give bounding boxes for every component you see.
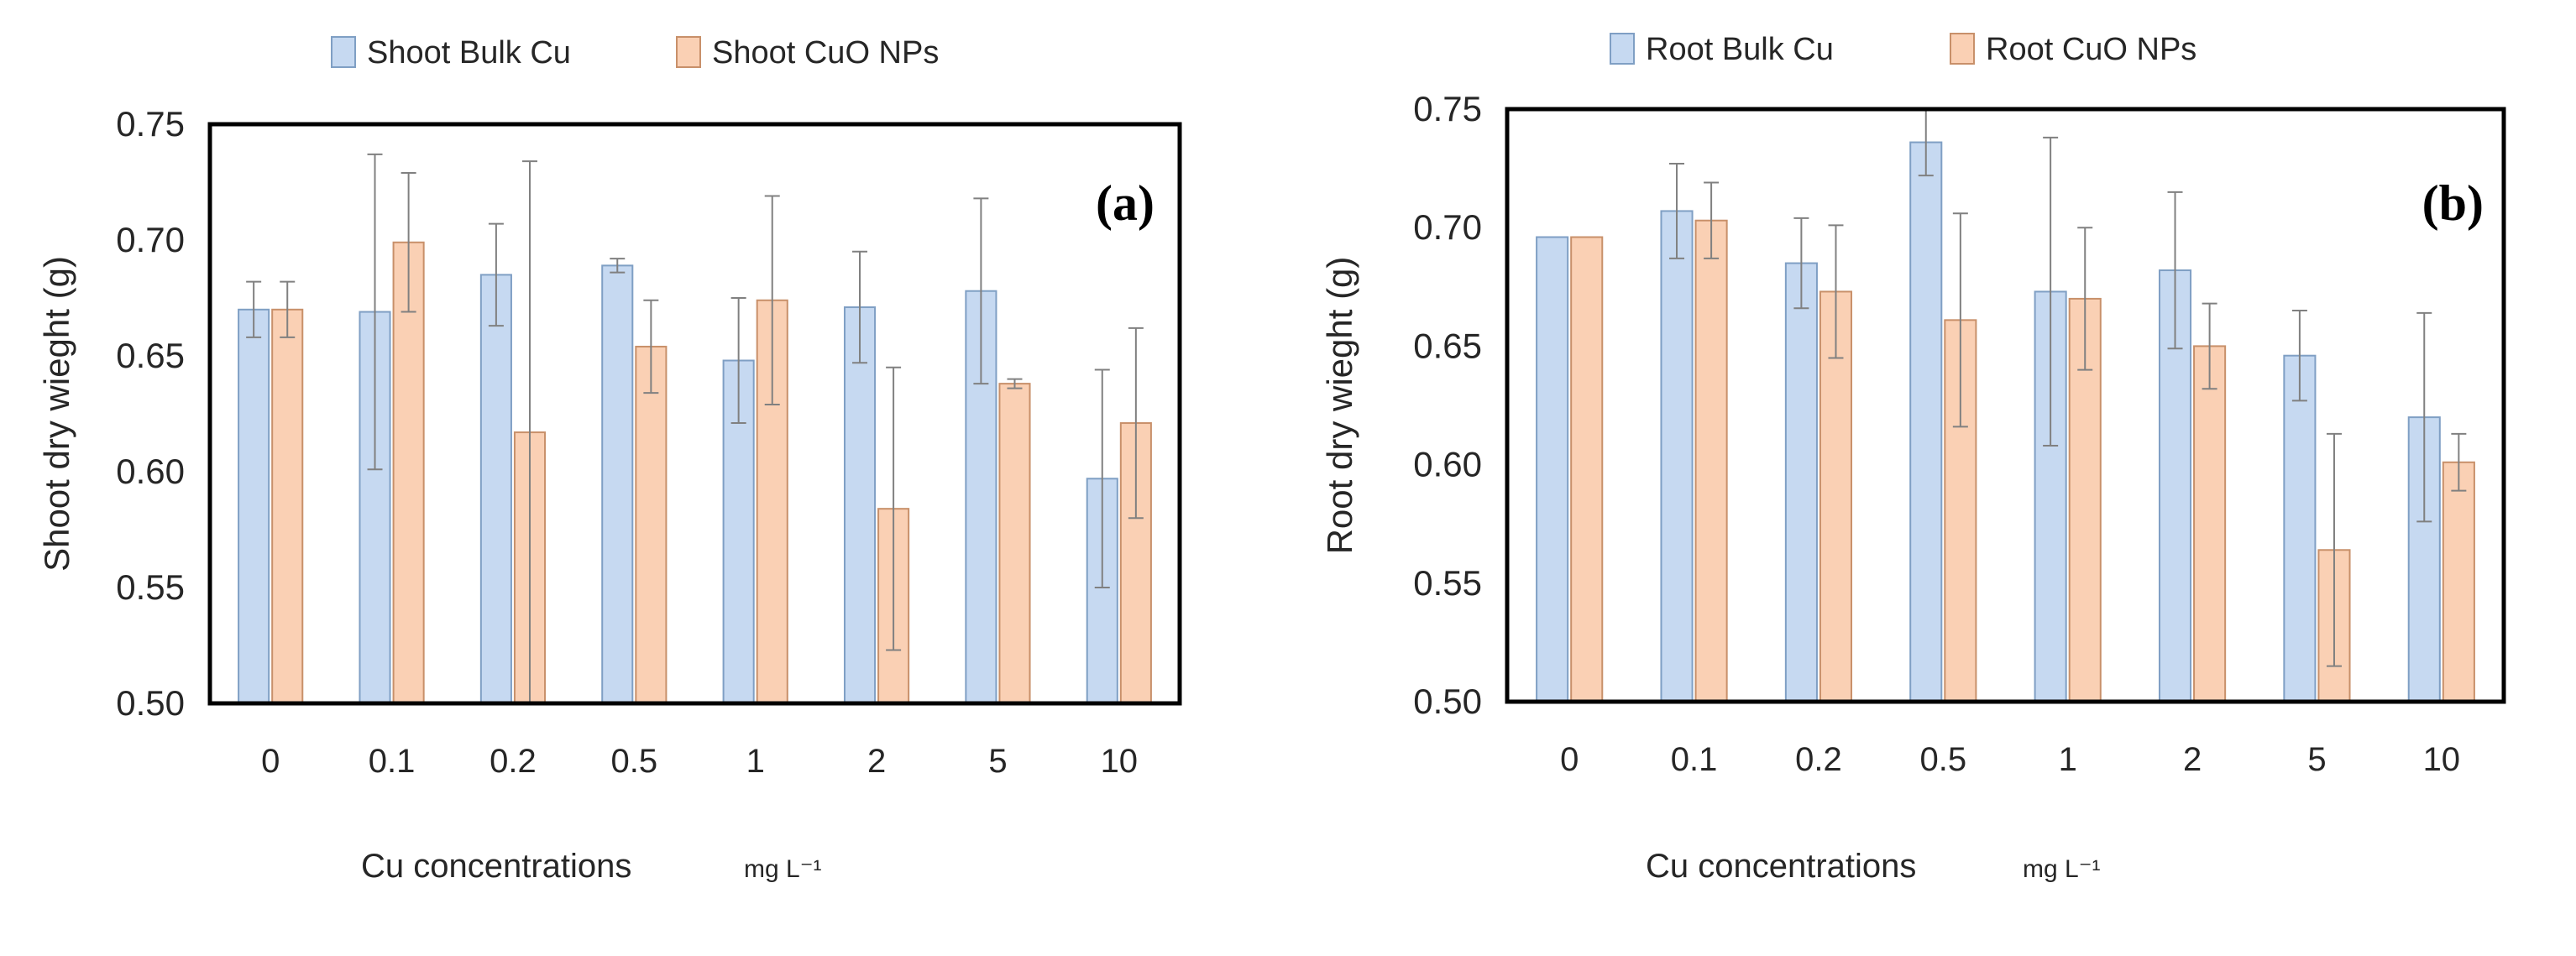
x-tick-label-1: 1 [2059, 741, 2077, 778]
legend-label-nps: Root CuO NPs [1986, 32, 2196, 67]
bar-bulk-0 [1536, 236, 1569, 703]
x-tick-label-0.5: 0.5 [1920, 741, 1967, 778]
y-tick-label-0.65: 0.65 [116, 336, 185, 375]
legend-label-bulk: Shoot Bulk Cu [367, 35, 571, 71]
y-tick-label-0.50: 0.50 [1413, 682, 1482, 721]
bar-nps-2 [2193, 345, 2227, 703]
plot-frame [1505, 107, 2506, 704]
y-tick-label-0.60: 0.60 [116, 452, 185, 491]
x-axis-label: Cu concentrations [1646, 848, 1916, 885]
x-tick-label-2: 2 [2183, 741, 2202, 778]
bar-bulk-2 [843, 306, 877, 704]
bar-bulk-0.5 [601, 264, 634, 704]
y-axis-label: Root dry wieght (g) [1320, 257, 1359, 555]
x-tick-label-5: 5 [2307, 741, 2326, 778]
x-tick-label-0.2: 0.2 [490, 743, 537, 780]
x-tick-label-0.2: 0.2 [1795, 741, 1842, 778]
y-tick-label-0.75: 0.75 [1413, 89, 1482, 128]
y-tick-label-0.55: 0.55 [1413, 563, 1482, 603]
bar-bulk-0.2 [1784, 262, 1818, 703]
legend-swatch-nps [1950, 33, 1975, 65]
bar-bulk-5 [2283, 354, 2317, 703]
legend-swatch-nps [676, 36, 701, 68]
bar-bulk-0.5 [1909, 141, 1943, 703]
legend-label-bulk: Root Bulk Cu [1646, 32, 1834, 67]
x-tick-label-2: 2 [867, 743, 886, 780]
x-tick-label-0: 0 [261, 743, 280, 780]
y-tick-label-0.75: 0.75 [116, 104, 185, 144]
x-tick-label-10: 10 [1101, 743, 1139, 780]
y-tick-label-0.50: 0.50 [116, 683, 185, 723]
bar-nps-0 [1570, 236, 1604, 703]
x-tick-label-0: 0 [1560, 741, 1579, 778]
y-tick-label-0.70: 0.70 [116, 220, 185, 259]
bar-bulk-0.1 [1660, 210, 1694, 703]
legend-swatch-bulk [331, 36, 356, 68]
plot-frame [207, 122, 1182, 706]
y-axis-label: Shoot dry wieght (g) [37, 256, 76, 572]
chart-b: Root Bulk Cu Root CuO NPs 0 0.1 0.2 0.5 1 2 5 10 0… [1320, 32, 2506, 885]
legend-swatch-bulk [1610, 33, 1635, 65]
x-tick-label-10: 10 [2423, 741, 2461, 778]
x-tick-label-0.5: 0.5 [611, 743, 658, 780]
x-tick-label-0.1: 0.1 [1671, 741, 1718, 778]
legend-label-nps: Shoot CuO NPs [712, 35, 939, 71]
bar-nps-0.1 [1694, 219, 1728, 703]
bar-bulk-0 [238, 308, 270, 704]
x-axis-label: Cu concentrations [361, 848, 631, 885]
bar-nps-5 [998, 383, 1031, 704]
x-tick-label-1: 1 [746, 743, 765, 780]
bar-nps-0.2 [1819, 290, 1853, 703]
y-tick-label-0.65: 0.65 [1413, 326, 1482, 365]
x-tick-label-5: 5 [988, 743, 1007, 780]
x-axis-unit: mg L⁻¹ [2023, 855, 2101, 883]
y-tick-label-0.60: 0.60 [1413, 445, 1482, 484]
bar-bulk-0.2 [479, 274, 512, 704]
bar-nps-0 [271, 308, 304, 704]
bar-nps-0.5 [635, 345, 668, 704]
panel-label: (b) [2422, 175, 2484, 231]
y-tick-label-0.55: 0.55 [116, 567, 185, 607]
x-axis-unit: mg L⁻¹ [744, 855, 822, 883]
panel-label: (a) [1096, 175, 1154, 231]
y-tick-label-0.70: 0.70 [1413, 207, 1482, 247]
chart-a: Shoot Bulk Cu Shoot CuO NPs 0 0.1 0.2 0.5 1 2 5 1… [37, 35, 1182, 885]
bar-nps-10 [2442, 461, 2475, 703]
x-tick-label-0.1: 0.1 [369, 743, 416, 780]
